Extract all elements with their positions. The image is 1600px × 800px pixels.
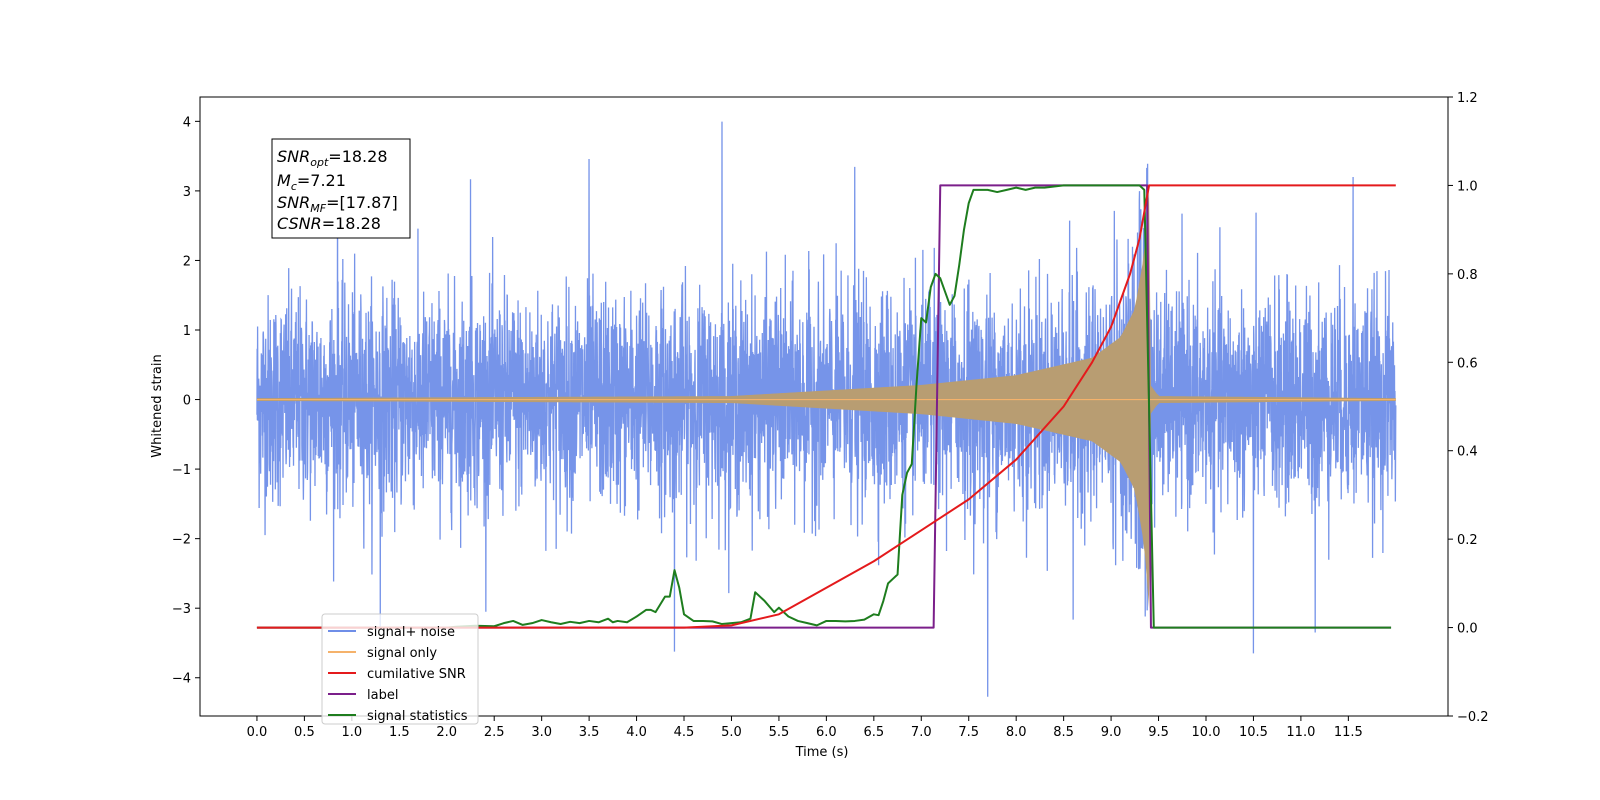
y-tick-label: −4 [172,672,191,687]
x-tick-label: 0.0 [247,725,268,740]
legend-frame [321,613,479,725]
y-tick-label: −1 [172,463,191,478]
annotation-chirp-mass-var: M [277,171,291,190]
y2-tick-label: 1.2 [1457,91,1478,106]
annotation-chirp-mass-sub: c [291,180,297,193]
y-tick-label: 2 [183,254,191,269]
annotation-snr-opt-var: SNR [277,147,310,166]
y2-tick-label: 0.0 [1457,622,1478,637]
x-tick-label: 1.5 [389,725,410,740]
annotation-snr-opt: SNRopt=18.28 [277,147,388,169]
y2-tick-label: 0.6 [1457,356,1478,371]
y-axis-label: Whitened strain [150,354,165,457]
annotation-csnr-var: CSNR [277,214,322,233]
x-tick-label: 6.0 [816,725,837,740]
x-axis-label: Time (s) [795,745,849,760]
y2-tick-label: 0.2 [1457,533,1478,548]
x-tick-label: 9.5 [1148,725,1169,740]
annotation-csnr: CSNR=18.28 [277,214,381,233]
series-layer [256,121,1397,697]
legend: signal+ noise signal only cumilative SNR la… [321,613,479,725]
x-tick-label: 5.0 [721,725,742,740]
x-tick-label: 10.5 [1239,725,1268,740]
legend-label: signal+ noise [367,625,455,640]
y2-tick-label: 1.0 [1457,179,1478,194]
annotation-chirp-mass-value: =7.21 [297,171,346,190]
legend-label: label [367,688,398,703]
x-tick-label: 4.0 [626,725,647,740]
x-tick-label: 11.0 [1286,725,1315,740]
x-tick-label: 4.5 [674,725,695,740]
x-tick-label: 7.5 [958,725,979,740]
annotation-snr-mf-value: =[17.87] [326,193,398,212]
x-tick-label: 5.5 [769,725,790,740]
x-tick-label: 8.0 [1006,725,1027,740]
y2-tick-label: 0.4 [1457,445,1478,460]
y-tick-label: −2 [172,533,191,548]
x-tick-label: 3.0 [531,725,552,740]
y-tick-label: 3 [183,185,191,200]
y-axis-right: 1.2 1.0 0.8 0.6 0.4 0.2 0.0 −0.2 [1448,91,1489,725]
x-tick-label: 3.5 [579,725,600,740]
annotation-snr-mf-var: SNR [277,193,310,212]
y-tick-label: 0 [183,394,191,409]
x-tick-label: 7.0 [911,725,932,740]
plot-frame [199,96,1449,717]
annotation-frame [271,138,411,239]
annotation-snr-opt-sub: opt [310,156,329,169]
annotation-snr-mf: SNRMF=[17.87] [277,193,398,215]
x-tick-label: 6.5 [863,725,884,740]
x-tick-label: 2.5 [484,725,505,740]
x-tick-label: 11.5 [1334,725,1363,740]
x-tick-label: 1.0 [342,725,363,740]
series-signal-statistics-line [256,184,1392,629]
y-tick-label: 4 [183,115,191,130]
legend-label: cumilative SNR [367,667,466,682]
annotation-snr-opt-value: =18.28 [328,147,387,166]
annotation-snr-mf-sub: MF [310,202,326,215]
series-cumilative-snr-line [256,184,1396,629]
x-tick-label: 8.5 [1053,725,1074,740]
x-tick-label: 0.5 [294,725,315,740]
annotation-chirp-mass: Mc=7.21 [277,171,346,193]
legend-label: signal statistics [367,709,468,724]
x-axis: 0.0 0.5 1.0 1.5 2.0 2.5 3.0 3.5 4.0 4.5 5.0 5.5 6.0 6… [247,716,1363,740]
y-axis-left: 4 3 2 1 0 −1 −2 −3 −4 [172,115,200,687]
legend-label: signal only [367,646,437,661]
y-tick-label: 1 [183,324,191,339]
annotation-csnr-value: =18.28 [322,214,381,233]
x-tick-label: 9.0 [1101,725,1122,740]
y2-tick-label: −0.2 [1457,710,1489,725]
x-tick-label: 2.0 [436,725,457,740]
y2-tick-label: 0.8 [1457,268,1478,283]
x-tick-label: 10.0 [1192,725,1221,740]
y-tick-label: −3 [172,602,191,617]
annotation-box: SNRopt=18.28 Mc=7.21 SNRMF=[17.87] CSNR=… [271,138,411,239]
